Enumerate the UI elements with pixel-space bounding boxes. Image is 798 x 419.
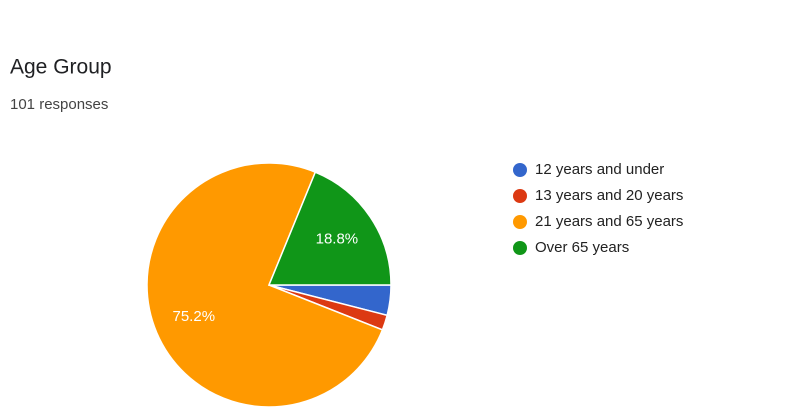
legend-label: 12 years and under [535,161,664,178]
legend-label: Over 65 years [535,239,629,256]
legend-label: 13 years and 20 years [535,187,683,204]
slice-label: 18.8% [316,230,359,247]
legend-swatch [513,241,527,255]
chart-title: Age Group [10,56,112,79]
pie-slice [267,171,392,286]
legend-swatch [513,215,527,229]
legend-swatch [513,189,527,203]
legend-swatch [513,163,527,177]
slice-label: 75.2% [173,308,216,325]
chart-subtitle: 101 responses [10,96,108,113]
pie-slice [146,162,384,408]
legend-label: 21 years and 65 years [535,213,683,230]
